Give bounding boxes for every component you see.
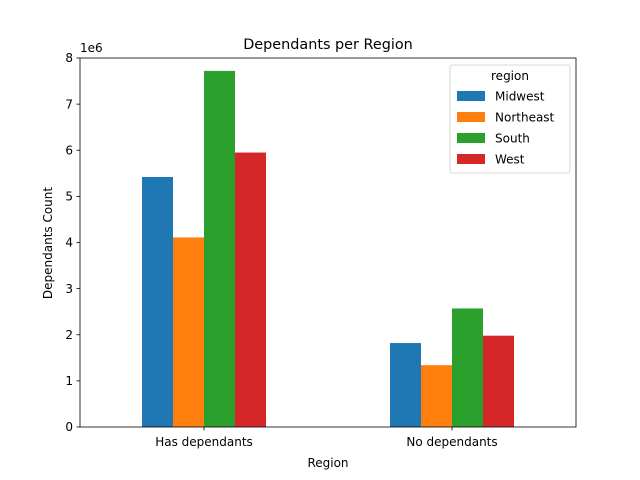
y-tick-label: 4 [65, 236, 73, 250]
y-tick-label: 3 [65, 282, 73, 296]
legend-swatch-west [457, 154, 485, 164]
chart-title: Dependants per Region [243, 37, 413, 53]
legend-label-midwest: Midwest [495, 90, 545, 104]
y-tick-label: 0 [65, 420, 73, 434]
x-tick-label: No dependants [406, 435, 497, 449]
bar-south-1 [452, 308, 483, 427]
y-axis-label: Dependants Count [41, 187, 55, 300]
legend-label-west: West [495, 153, 525, 167]
y-offset-text: 1e6 [80, 41, 103, 55]
legend-title: region [491, 69, 529, 83]
y-tick-label: 2 [65, 328, 73, 342]
bar-northeast-1 [421, 365, 452, 427]
legend-swatch-northeast [457, 112, 485, 122]
y-tick-label: 7 [65, 97, 73, 111]
y-tick-label: 1 [65, 374, 73, 388]
legend-label-northeast: Northeast [495, 111, 555, 125]
x-tick-label: Has dependants [155, 435, 253, 449]
legend-label-south: South [495, 132, 530, 146]
bar-south-0 [204, 70, 235, 427]
bar-midwest-0 [142, 177, 173, 427]
legend-swatch-south [457, 133, 485, 143]
bar-northeast-0 [173, 237, 204, 427]
y-tick-label: 8 [65, 51, 73, 65]
legend: region Midwest Northeast South West [449, 64, 571, 174]
legend-swatch-midwest [457, 91, 485, 101]
y-tick-label: 5 [65, 190, 73, 204]
bar-west-0 [235, 152, 266, 427]
y-tick-label: 6 [65, 143, 73, 157]
x-axis-label: Region [307, 456, 348, 470]
plot-area: 0 1 2 3 4 5 6 7 8 Has dependants No dependants [65, 51, 577, 449]
bar-midwest-1 [390, 343, 421, 427]
bar-west-1 [483, 335, 514, 427]
